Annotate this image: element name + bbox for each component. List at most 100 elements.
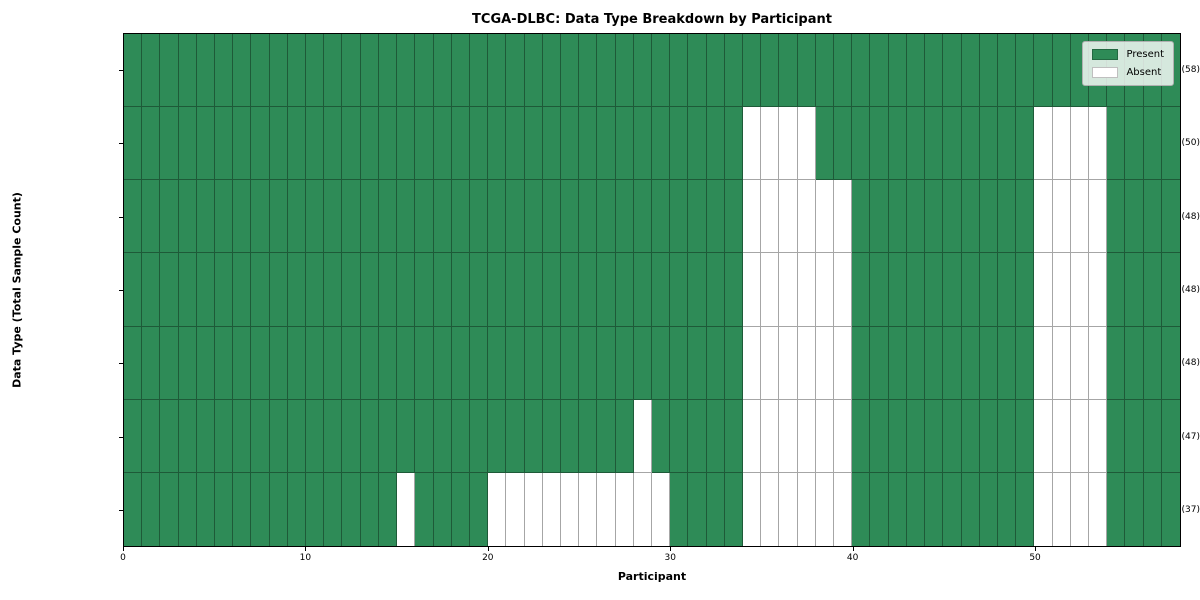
heatmap-cell: [542, 399, 561, 473]
heatmap-cell: [287, 326, 307, 400]
heatmap-cell: [506, 472, 525, 546]
heatmap-cell: [469, 107, 489, 181]
heatmap-cell: [542, 472, 561, 546]
heatmap-cell: [433, 107, 452, 181]
heatmap-cell: [451, 107, 470, 181]
heatmap-cell: [378, 326, 398, 400]
heatmap-cell: [488, 107, 507, 181]
heatmap-cell: [287, 180, 307, 254]
heatmap-cell: [633, 326, 652, 400]
heatmap-cell: [670, 399, 689, 473]
heatmap-cell: [1070, 326, 1089, 400]
heatmap-cell: [943, 399, 962, 473]
heatmap-cell: [287, 34, 307, 108]
heatmap-cell: [378, 253, 398, 327]
heatmap-cell: [852, 34, 871, 108]
heatmap-cell: [997, 326, 1017, 400]
heatmap-cell: [524, 399, 543, 473]
heatmap-cell: [943, 253, 962, 327]
heatmap-cell: [779, 326, 798, 400]
heatmap-cell: [925, 326, 944, 400]
heatmap-cell: [797, 180, 816, 254]
heatmap-cell: [160, 34, 179, 108]
y-tick-mark: [119, 436, 123, 438]
heatmap-cell: [834, 399, 853, 473]
heatmap-cell: [870, 326, 889, 400]
heatmap-cell: [743, 326, 762, 400]
x-tick-label: 10: [299, 553, 312, 563]
heatmap-cell: [688, 326, 707, 400]
heatmap-cell: [651, 34, 671, 108]
heatmap-cell: [761, 34, 780, 108]
heatmap-cell: [306, 326, 325, 400]
heatmap-cell: [1034, 326, 1053, 400]
heatmap-cell: [925, 253, 944, 327]
heatmap-cell: [815, 326, 835, 400]
heatmap-cell: [524, 107, 543, 181]
heatmap-cell: [1070, 472, 1089, 546]
heatmap-cell: [360, 399, 379, 473]
heatmap-cell: [997, 399, 1017, 473]
chart-title: TCGA-DLBC: Data Type Breakdown by Partic…: [472, 12, 832, 27]
absent-swatch: [1092, 67, 1119, 78]
heatmap-cell: [852, 253, 871, 327]
heatmap-cell: [1052, 34, 1071, 108]
heatmap-cell: [670, 472, 689, 546]
heatmap-cell: [324, 180, 343, 254]
heatmap-cell: [160, 472, 179, 546]
heatmap-cell: [961, 107, 980, 181]
heatmap-cell: [724, 399, 744, 473]
heatmap-cell: [1088, 399, 1108, 473]
heatmap-cell: [1034, 399, 1053, 473]
heatmap-cell: [1161, 253, 1180, 327]
heatmap-cell: [524, 180, 543, 254]
heatmap-cell: [597, 34, 616, 108]
heatmap-cell: [670, 253, 689, 327]
heatmap-cell: [906, 399, 926, 473]
heatmap-cell: [251, 472, 270, 546]
heatmap-cell: [870, 107, 889, 181]
heatmap-cell: [870, 180, 889, 254]
heatmap-cell: [1052, 326, 1071, 400]
heatmap-cell: [360, 326, 379, 400]
heatmap-cell: [324, 326, 343, 400]
heatmap-cell: [779, 107, 798, 181]
heatmap-cell: [997, 107, 1017, 181]
heatmap-cell: [269, 107, 288, 181]
heatmap-cell: [1016, 180, 1035, 254]
heatmap-cell: [797, 399, 816, 473]
heatmap-cell: [251, 180, 270, 254]
heatmap-cell: [306, 472, 325, 546]
heatmap-cell: [215, 180, 234, 254]
heatmap-cell: [651, 399, 671, 473]
heatmap-cell: [506, 34, 525, 108]
heatmap-cell: [870, 34, 889, 108]
heatmap-cell: [269, 399, 288, 473]
heatmap-cell: [706, 472, 725, 546]
heatmap-cell: [1161, 472, 1180, 546]
heatmap-cell: [615, 472, 634, 546]
heatmap-cell: [196, 399, 216, 473]
heatmap-cell: [178, 326, 197, 400]
heatmap-cell: [706, 326, 725, 400]
heatmap-cell: [178, 472, 197, 546]
heatmap-cell: [870, 399, 889, 473]
heatmap-cell: [961, 253, 980, 327]
heatmap-cell: [797, 472, 816, 546]
heatmap-cell: [415, 399, 434, 473]
heatmap-cell: [1107, 180, 1126, 254]
heatmap-cell: [834, 107, 853, 181]
heatmap-cell: [888, 326, 907, 400]
heatmap-cell: [815, 34, 835, 108]
heatmap-cell: [597, 107, 616, 181]
heatmap-cell: [433, 472, 452, 546]
heatmap-cell: [542, 326, 561, 400]
heatmap-cell: [706, 107, 725, 181]
heatmap-cell: [1143, 472, 1162, 546]
heatmap-cell: [342, 399, 361, 473]
heatmap-cell: [743, 180, 762, 254]
y-tick-mark: [119, 363, 123, 365]
heatmap-cell: [979, 472, 998, 546]
heatmap-cell: [524, 253, 543, 327]
